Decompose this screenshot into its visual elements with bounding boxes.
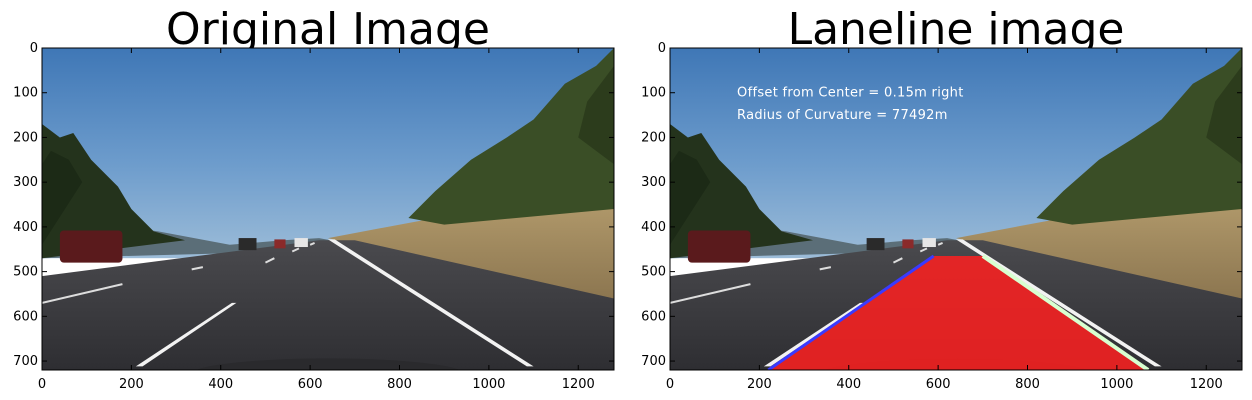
lane-dash	[937, 242, 943, 246]
y-tick-label: 600	[641, 309, 666, 324]
y-tick-label: 200	[13, 130, 38, 145]
y-tick-label: 500	[641, 265, 666, 280]
y-tick-label: 700	[641, 354, 666, 369]
y-tick-label: 100	[13, 86, 38, 101]
right-trees-dark	[1206, 65, 1242, 165]
right-trees-dark	[578, 65, 614, 165]
white-car	[922, 238, 936, 248]
x-tick-label: 600	[926, 377, 951, 392]
axes-frame	[41, 47, 615, 371]
left-lane-fit	[767, 254, 935, 370]
y-tick-label: 300	[13, 175, 38, 190]
x-tick-label: 800	[1015, 377, 1040, 392]
x-tick-label: 1000	[472, 377, 505, 392]
x-tick-label: 1200	[1190, 377, 1223, 392]
car-hood	[196, 358, 460, 370]
panel-title: Original Image	[166, 4, 490, 55]
x-tick-label: 0	[38, 377, 46, 392]
y-tick-label: 0	[658, 41, 666, 56]
small-red-car	[274, 239, 286, 249]
lane-dash	[892, 257, 903, 264]
left-trees	[670, 124, 813, 259]
lane-overlay	[767, 254, 1150, 370]
x-tick-label: 400	[208, 377, 233, 392]
lane-dash	[819, 266, 832, 271]
y-tick-label: 600	[13, 309, 38, 324]
y-tick-label: 700	[13, 354, 38, 369]
y-tick-label: 200	[641, 130, 666, 145]
left-trees-dark	[42, 150, 83, 245]
x-tick-label: 1000	[1100, 377, 1133, 392]
y-axis-ticks: 0 100 200 300 400 500 600 700	[641, 41, 1242, 369]
panel-title: Laneline image	[788, 4, 1125, 55]
y-tick-label: 400	[13, 220, 38, 235]
road-photo	[42, 48, 614, 370]
y-tick-label: 0	[30, 41, 38, 56]
y-tick-label: 100	[641, 86, 666, 101]
lane-dash	[919, 247, 928, 253]
y-tick-label: 400	[641, 220, 666, 235]
lane-dash	[670, 283, 751, 304]
left-trees-dark	[670, 150, 711, 245]
right-trees	[1036, 48, 1242, 225]
dark-car	[866, 238, 885, 251]
right-lane-fit	[981, 254, 1150, 370]
dark-car	[238, 238, 257, 251]
annotation-text: Offset from Center = 0.15m right	[737, 86, 964, 101]
left-trees	[42, 124, 185, 259]
lane-dash	[42, 283, 123, 304]
x-tick-label: 200	[747, 377, 772, 392]
x-tick-label: 0	[666, 377, 674, 392]
original-image-panel: Original Image 0 200 400 600 800 1000 1200 0 10…	[13, 4, 615, 392]
lane-area	[768, 255, 1149, 370]
right-lane-line	[328, 239, 534, 367]
x-tick-label: 600	[298, 377, 323, 392]
lane-dash	[291, 247, 300, 253]
left-dash	[763, 302, 865, 367]
x-tick-label: 800	[387, 377, 412, 392]
white-car	[294, 238, 308, 248]
lane-dash	[191, 266, 204, 271]
x-axis-ticks: 0 200 400 600 800 1000 1200	[666, 48, 1223, 392]
right-trees	[408, 48, 614, 225]
annotations: Offset from Center = 0.15m right Radius o…	[737, 86, 964, 123]
y-tick-label: 300	[641, 175, 666, 190]
annotation-text: Radius of Curvature = 77492m	[737, 108, 948, 123]
x-tick-label: 400	[836, 377, 861, 392]
axes-frame	[669, 47, 1243, 371]
x-tick-label: 200	[119, 377, 144, 392]
red-car	[687, 230, 751, 263]
red-car	[59, 230, 123, 263]
small-red-car	[902, 239, 914, 249]
laneline-image-panel: Laneline image Offset from Center = 0.15…	[641, 4, 1243, 392]
x-axis-ticks: 0 200 400 600 800 1000 1200	[38, 48, 595, 392]
x-tick-label: 1200	[562, 377, 595, 392]
y-tick-label: 500	[13, 265, 38, 280]
lane-dash	[309, 242, 315, 246]
y-axis-ticks: 0 100 200 300 400 500 600 700	[13, 41, 614, 369]
lane-dash	[264, 257, 275, 264]
left-dash	[135, 302, 237, 367]
